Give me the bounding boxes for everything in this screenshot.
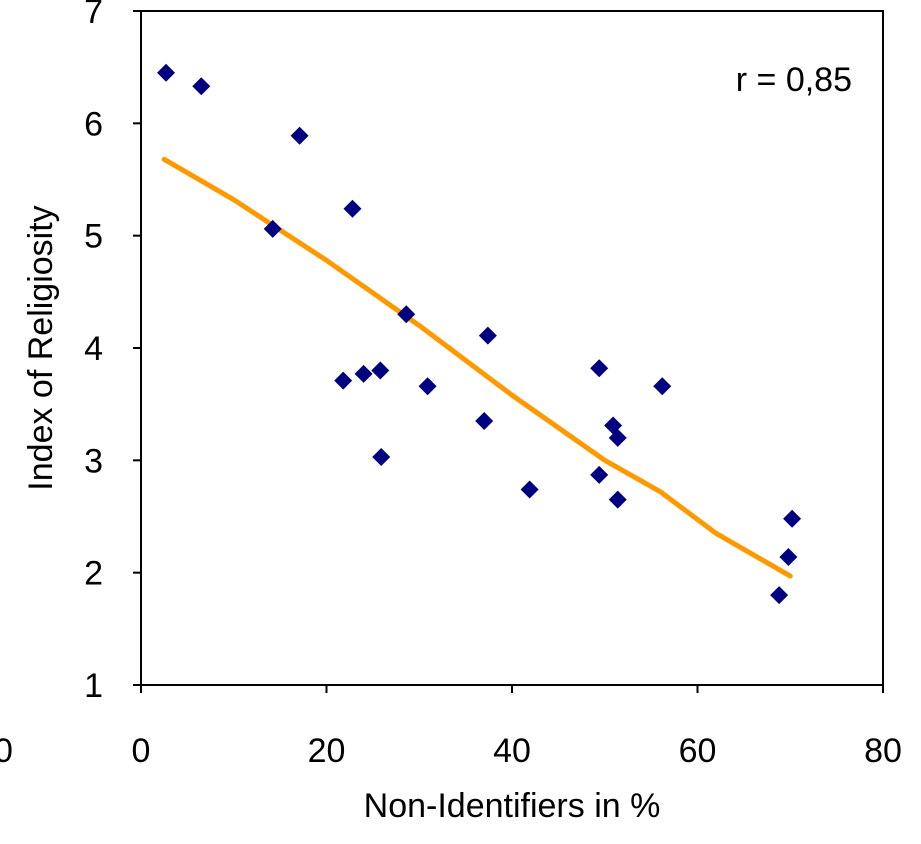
y-axis-label: Index of Religiosity [22,205,60,490]
data-point-marker [354,364,373,383]
data-point-marker [520,480,539,499]
data-point-marker [653,377,672,396]
y-tick-label: 2 [84,555,103,593]
data-point-marker [783,509,802,528]
y-tick-label: 7 [84,0,103,31]
x-tick-label: 60 [679,732,717,770]
data-point-marker [372,447,391,466]
x-tick-label: 80 [864,732,902,770]
x-axis-label: Non-Identifiers in % [364,787,661,825]
x-tick-label: 20 [308,732,346,770]
data-point-marker [334,371,353,390]
y-tick-label: 3 [84,442,103,480]
data-point-marker [608,428,627,447]
plot-area [140,10,884,686]
y-tick-label: 1 [84,667,103,705]
x-axis-ticks [140,685,884,693]
data-point-marker [418,377,437,396]
y-axis-ticks [133,10,141,686]
data-point-marker [590,465,609,484]
y-tick-label: 4 [84,330,103,368]
data-point-marker [590,359,609,378]
data-point-marker [157,63,176,82]
correlation-annotation: r = 0,85 [736,61,852,99]
data-point-marker [192,77,211,96]
data-point-marker [343,199,362,218]
y-axis-tick-labels: 1 2 3 4 5 6 7 [84,0,103,705]
x-tick-label: 0 [132,732,151,770]
extra-x-tick-label: 0 [0,732,13,770]
data-point-marker [770,586,789,605]
data-point-marker [397,305,416,324]
data-point-marker [290,126,309,145]
data-points [157,63,802,605]
data-point-marker [478,326,497,345]
data-point-marker [371,361,390,380]
y-tick-label: 6 [84,105,103,143]
data-point-marker [779,547,798,566]
data-point-marker [475,412,494,431]
data-point-marker [608,490,627,509]
data-point-marker [263,219,282,238]
trend-line [161,156,793,579]
x-tick-label: 40 [493,732,531,770]
y-tick-label: 5 [84,218,103,256]
x-axis-tick-labels: 0 20 40 60 80 [132,732,902,770]
